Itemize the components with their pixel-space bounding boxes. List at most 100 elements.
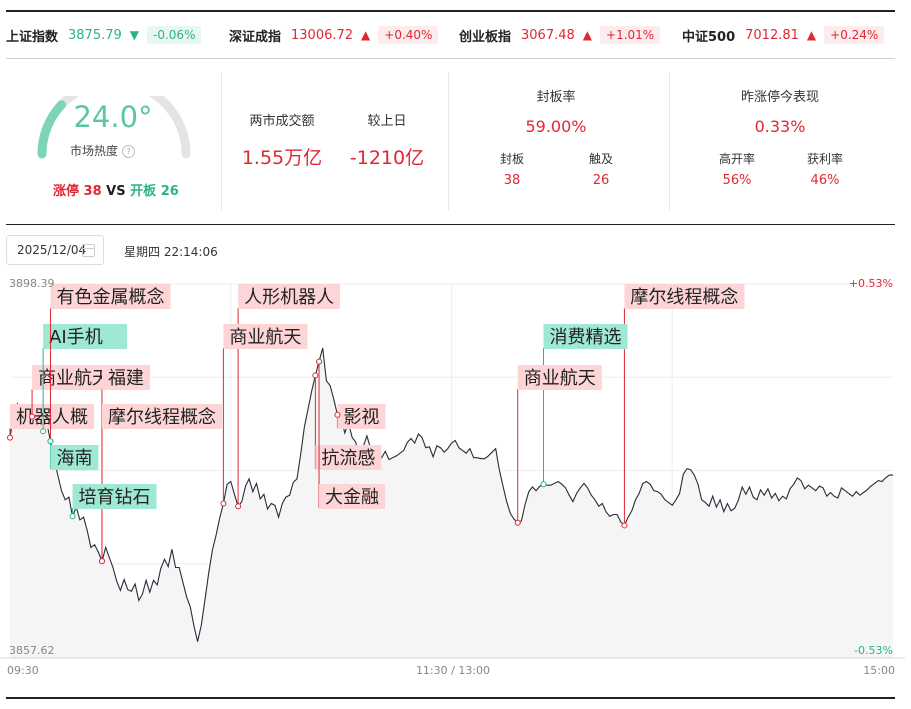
annotation-dot [7, 434, 13, 441]
annotation-tag: 有色金属概念 [47, 284, 171, 445]
annotation-tag: 消费精选 [540, 324, 628, 488]
date-picker[interactable]: 2025/12/04 [6, 235, 104, 265]
touched-value: 26 [592, 173, 610, 188]
annotation-label: 消费精选 [549, 327, 621, 348]
index-cyb[interactable]: 创业板指 3067.48 ▲ +1.01% [459, 22, 661, 48]
annotation-label: 商业航天 [229, 327, 301, 348]
annotation-layer: 机器人概商业航天AI手机有色金属概念海南福建摩尔线程概念培育钻石人形机器人商业航… [7, 284, 745, 565]
annotation-label: 摩尔线程概念 [630, 286, 738, 308]
annotation-tag: 摩尔线程概念 [98, 404, 222, 565]
y-min-label: 3857.62 [9, 644, 55, 657]
annotation-bg [517, 365, 602, 390]
annotation-tag: 抗流感 [312, 372, 382, 470]
annotation-tag: 商业航天 [220, 324, 308, 507]
heat-label: 市场热度 [70, 144, 119, 158]
heat-gauge-fill [37, 100, 66, 159]
annotation-bg [101, 404, 222, 429]
annotation-bg [101, 365, 150, 390]
heat-label-row: 市场热度? [70, 142, 136, 159]
weekday-time: 星期四 22:14:06 [124, 245, 218, 259]
annotation-dot [235, 503, 242, 510]
index-change: +1.01% [600, 26, 661, 44]
annotation-bg [72, 484, 157, 509]
index-change: +0.40% [378, 26, 439, 44]
annotation-tag: 商业航天 [514, 365, 602, 526]
sealed-value: 38 [503, 173, 521, 188]
limit-up-label: 涨停 [53, 184, 80, 199]
annotation-label: AI手机 [49, 327, 103, 348]
index-change: -0.06% [147, 26, 202, 44]
annotation-bg [624, 284, 745, 309]
x-tick-label: 09:30 [7, 664, 39, 677]
index-sh[interactable]: 上证指数 3875.79 ▼ -0.06% [6, 22, 202, 48]
bottom-rule [6, 697, 895, 699]
annotation-tag: 福建 [98, 365, 150, 565]
touched-label: 触及 [588, 152, 613, 166]
divider [221, 72, 222, 210]
annotation-bg [315, 445, 382, 470]
index-name: 深证成指 [229, 29, 282, 45]
index-zz500[interactable]: 中证500 7012.81 ▲ +0.24% [682, 22, 885, 48]
annotation-label: 有色金属概念 [56, 286, 164, 308]
annotation-label: 抗流感 [321, 448, 375, 469]
annotation-dot [220, 500, 227, 507]
annotation-bg [10, 404, 94, 429]
compare-value: -1210亿 [349, 147, 425, 169]
annotation-tag: 机器人概 [7, 404, 94, 441]
arrow-up-icon: ▲ [806, 28, 817, 42]
heat-value: 24.0° [73, 100, 153, 134]
annotation-dot [312, 372, 319, 379]
high-open-value: 56% [722, 173, 752, 188]
annotation-bg [223, 324, 308, 349]
section-divider [6, 224, 895, 225]
calendar-icon[interactable] [82, 244, 95, 257]
annotation-bg [337, 404, 386, 429]
divider [669, 72, 670, 210]
price-area [10, 348, 893, 657]
annotation-dot [316, 358, 323, 365]
annotation-dot [621, 522, 628, 529]
annotation-dot [334, 411, 341, 418]
annotation-dot [540, 481, 547, 488]
annotation-label: 大金融 [325, 487, 379, 508]
index-name: 创业板指 [459, 29, 512, 45]
annotation-bg [43, 324, 128, 349]
annotation-tag: 影视 [334, 404, 386, 429]
top-rule [6, 10, 895, 12]
index-sz[interactable]: 深证成指 13006.72 ▲ +0.40% [229, 22, 439, 48]
annotation-label: 商业航天 [524, 368, 596, 389]
yesterday-value: 0.33% [754, 117, 806, 136]
annotation-bg [238, 284, 341, 309]
annotation-label: 影视 [343, 407, 379, 428]
annotation-dot [514, 519, 521, 526]
annotation-bg [543, 324, 628, 349]
annotation-bg [319, 484, 386, 509]
profit-value: 46% [810, 173, 840, 188]
annotation-bg [50, 284, 171, 309]
intraday-chart[interactable]: 机器人概商业航天AI手机有色金属概念海南福建摩尔线程概念培育钻石人形机器人商业航… [0, 268, 905, 684]
pct-min-label: -0.53% [854, 644, 893, 657]
annotation-label: 福建 [108, 368, 144, 389]
broken-count: 26 [160, 184, 179, 199]
annotation-label: 摩尔线程概念 [108, 406, 216, 428]
annotation-dot [40, 428, 47, 435]
seal-rate-value: 59.00% [525, 117, 587, 136]
section-divider [6, 58, 895, 59]
limit-up-vs-broken: 涨停 38 VS 开板 26 [53, 180, 179, 199]
annotation-label: 海南 [56, 448, 92, 469]
annotation-label: 机器人概 [16, 407, 88, 428]
vs-label: VS [106, 184, 126, 199]
index-value: 13006.72 [291, 27, 354, 43]
limit-up-count: 38 [83, 184, 102, 199]
annotation-tag: 培育钻石 [69, 484, 157, 520]
divider [448, 72, 449, 210]
annotation-label: 人形机器人 [244, 287, 334, 308]
compare-label: 较上日 [367, 114, 407, 129]
high-open-label: 高开率 [718, 152, 755, 166]
sealed-label: 封板 [499, 152, 524, 166]
heat-gauge [37, 96, 191, 159]
broken-label: 开板 [130, 184, 157, 199]
annotation-tag: 人形机器人 [235, 284, 341, 510]
help-icon[interactable]: ? [122, 145, 136, 158]
x-tick-label: 15:00 [863, 664, 895, 677]
